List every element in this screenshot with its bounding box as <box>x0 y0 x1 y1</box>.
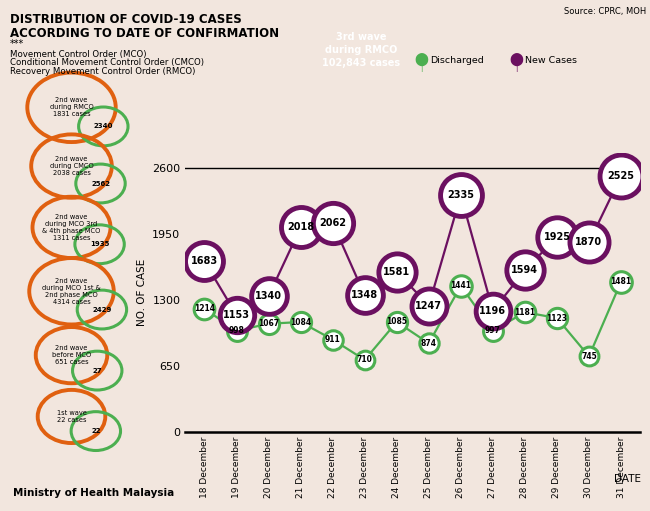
Text: 22: 22 <box>91 428 101 434</box>
Point <box>488 327 498 335</box>
Text: 2525: 2525 <box>608 171 634 181</box>
Point <box>359 356 370 364</box>
Point <box>391 268 402 276</box>
Text: Source: CPRC, MOH: Source: CPRC, MOH <box>564 7 647 16</box>
Text: 1153: 1153 <box>223 310 250 320</box>
Point <box>231 311 242 319</box>
Point <box>488 307 498 315</box>
Point <box>295 318 306 326</box>
Text: 1935: 1935 <box>90 241 109 247</box>
Text: 2nd wave
during RMCO
1831 cases: 2nd wave during RMCO 1831 cases <box>49 97 94 118</box>
Point <box>424 339 434 347</box>
Point <box>391 318 402 326</box>
Text: 1st wave
22 cases: 1st wave 22 cases <box>57 410 86 423</box>
Text: 1085: 1085 <box>386 317 408 327</box>
Text: 1123: 1123 <box>547 314 567 322</box>
Text: 2062: 2062 <box>319 218 346 228</box>
Point <box>200 257 210 265</box>
Text: 2340: 2340 <box>94 124 113 129</box>
Y-axis label: NO. OF CASE: NO. OF CASE <box>136 259 147 326</box>
Text: 2335: 2335 <box>447 190 474 200</box>
Text: 1441: 1441 <box>450 282 471 290</box>
Point <box>456 282 466 290</box>
Text: ⬤: ⬤ <box>510 53 524 66</box>
Text: 1481: 1481 <box>610 277 632 286</box>
Point <box>584 352 594 360</box>
Text: DATE: DATE <box>614 474 641 484</box>
Point <box>263 292 274 300</box>
Text: Conditional Movement Control Order (CMCO): Conditional Movement Control Order (CMCO… <box>10 58 203 67</box>
Point <box>552 314 562 322</box>
Text: New Cases: New Cases <box>525 56 577 65</box>
Text: |: | <box>420 65 423 73</box>
Text: 1084: 1084 <box>290 317 311 327</box>
Text: 1247: 1247 <box>415 300 442 311</box>
Text: 874: 874 <box>421 339 437 348</box>
Text: Recovery Movement Control Order (RMCO): Recovery Movement Control Order (RMCO) <box>10 66 195 76</box>
Text: ⬤: ⬤ <box>414 53 428 66</box>
Text: 1214: 1214 <box>194 305 215 313</box>
Point <box>295 223 306 231</box>
Text: 1348: 1348 <box>351 290 378 300</box>
Point <box>328 219 338 227</box>
Text: 1925: 1925 <box>543 232 571 242</box>
Text: 1683: 1683 <box>191 257 218 266</box>
Text: Discharged: Discharged <box>430 56 484 65</box>
Point <box>584 238 594 246</box>
Text: 1067: 1067 <box>258 319 279 328</box>
Text: 997: 997 <box>485 327 500 335</box>
Text: 1181: 1181 <box>514 308 536 317</box>
Text: 2nd wave
during CMCO
2038 cases: 2nd wave during CMCO 2038 cases <box>49 156 94 176</box>
Text: 1196: 1196 <box>479 306 506 316</box>
Text: 1594: 1594 <box>512 265 538 275</box>
Point <box>424 301 434 310</box>
Text: 2018: 2018 <box>287 222 314 233</box>
Text: Movement Control Order (MCO): Movement Control Order (MCO) <box>10 50 146 59</box>
Text: Ministry of Health Malaysia: Ministry of Health Malaysia <box>13 487 174 498</box>
Text: DISTRIBUTION OF COVID-19 CASES: DISTRIBUTION OF COVID-19 CASES <box>10 13 242 26</box>
Text: |: | <box>515 65 518 73</box>
Text: 745: 745 <box>581 352 597 361</box>
Point <box>263 320 274 328</box>
Point <box>552 233 562 241</box>
Point <box>359 291 370 299</box>
Text: ***: *** <box>10 39 24 49</box>
Text: 2562: 2562 <box>91 180 110 187</box>
Text: 998: 998 <box>229 326 244 335</box>
Point <box>520 308 530 316</box>
Text: 2nd wave
during MCO 3rd
& 4th phase MCO
1311 cases: 2nd wave during MCO 3rd & 4th phase MCO … <box>42 214 101 241</box>
Text: 1340: 1340 <box>255 291 282 301</box>
Point <box>456 191 466 199</box>
Text: 2nd wave
before MCO
651 cases: 2nd wave before MCO 651 cases <box>52 345 91 365</box>
Point <box>231 327 242 335</box>
Text: 1581: 1581 <box>383 267 410 276</box>
Text: 710: 710 <box>357 355 372 364</box>
Point <box>616 277 626 286</box>
Point <box>616 172 626 180</box>
Text: 2nd wave
during MCO 1st &
2nd phase MCO
4314 cases: 2nd wave during MCO 1st & 2nd phase MCO … <box>42 278 101 305</box>
Text: 2429: 2429 <box>92 307 112 313</box>
Point <box>200 305 210 313</box>
Point <box>328 335 338 343</box>
Text: ACCORDING TO DATE OF CONFIRMATION: ACCORDING TO DATE OF CONFIRMATION <box>10 27 279 40</box>
Text: 27: 27 <box>92 367 102 374</box>
Text: 911: 911 <box>325 335 341 344</box>
Text: 1870: 1870 <box>575 238 603 247</box>
Point <box>520 266 530 274</box>
Text: 3rd wave
during RMCO
102,843 cases: 3rd wave during RMCO 102,843 cases <box>322 32 400 67</box>
